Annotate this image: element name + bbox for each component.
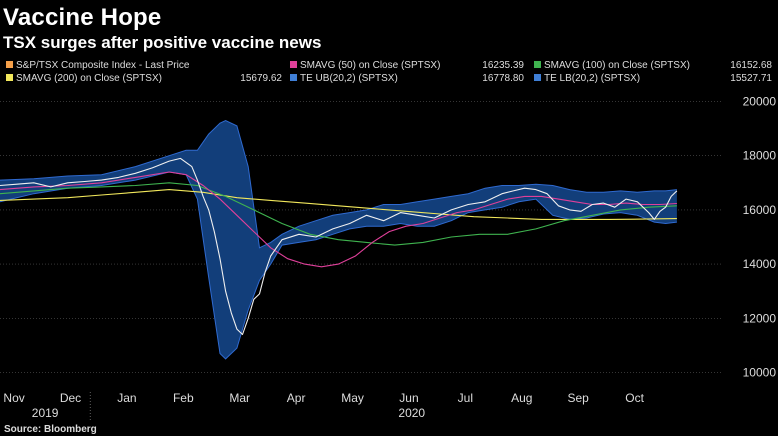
legend-value-lb: 15527.71 — [730, 73, 772, 84]
x-tick-label-nov: Nov — [3, 391, 24, 405]
legend-label-ub: TE UB(20,2) (SPTSX) — [300, 73, 398, 84]
y-tick-label: 16000 — [743, 203, 777, 217]
source-note: Source: Bloomberg — [4, 424, 97, 435]
x-tick-label-sep: Sep — [567, 391, 589, 405]
x-tick-label-apr: Apr — [287, 391, 306, 405]
legend-label-sma50: SMAVG (50) on Close (SPTSX) — [300, 60, 441, 71]
legend-value-sma50: 16235.39 — [482, 60, 524, 71]
y-tick-label: 10000 — [743, 365, 777, 379]
legend-label-price: S&P/TSX Composite Index - Last Price — [16, 60, 190, 71]
x-tick-label-jul: Jul — [458, 391, 473, 405]
x-tick-label-oct: Oct — [625, 391, 644, 405]
x-tick-label-mar: Mar — [229, 391, 250, 405]
legend-entry-price: S&P/TSX Composite Index - Last Price — [6, 60, 189, 71]
year-label-2020: 2020 — [398, 406, 425, 420]
legend-label-lb: TE LB(20,2) (SPTSX) — [544, 73, 641, 84]
y-tick-label: 18000 — [743, 149, 777, 163]
legend-value-ub: 16778.80 — [482, 73, 524, 84]
legend-entry-sma200: SMAVG (200) on Close (SPTSX) — [6, 73, 162, 84]
lower-band-line — [0, 171, 677, 360]
sma50-line — [0, 171, 677, 268]
legend-value-sma200: 15679.62 — [240, 73, 282, 84]
x-tick-label-jan: Jan — [117, 391, 136, 405]
sma200-line — [0, 189, 677, 220]
legend-swatch-lb — [534, 74, 541, 81]
chart-title: Vaccine Hope — [3, 4, 162, 31]
x-tick-label-feb: Feb — [173, 391, 194, 405]
legend-entry-sma50: SMAVG (50) on Close (SPTSX) — [290, 60, 440, 71]
legend-label-sma200: SMAVG (200) on Close (SPTSX) — [16, 73, 162, 84]
price-line — [0, 157, 678, 336]
y-tick-label: 14000 — [743, 257, 777, 271]
legend-entry-sma100: SMAVG (100) on Close (SPTSX) — [534, 60, 690, 71]
sma100-line — [0, 182, 677, 246]
x-tick-label-jun: Jun — [399, 391, 418, 405]
legend-label-sma100: SMAVG (100) on Close (SPTSX) — [544, 60, 690, 71]
x-tick-label-aug: Aug — [511, 391, 532, 405]
x-tick-label-dec: Dec — [60, 391, 81, 405]
legend-swatch-sma100 — [534, 61, 541, 68]
legend-value-sma100: 16152.68 — [730, 60, 772, 71]
year-label-2019: 2019 — [32, 406, 59, 420]
legend: S&P/TSX Composite Index - Last Price SMA… — [6, 60, 772, 86]
legend-entry-lb: TE LB(20,2) (SPTSX) — [534, 73, 640, 84]
x-tick-label-may: May — [341, 391, 364, 405]
legend-swatch-ub — [290, 74, 297, 81]
chart-subtitle: TSX surges after positive vaccine news — [3, 33, 322, 52]
legend-swatch-sma200 — [6, 74, 13, 81]
y-tick-label: 12000 — [743, 311, 777, 325]
legend-swatch-sma50 — [290, 61, 297, 68]
upper-band-line — [0, 119, 677, 249]
legend-entry-ub: TE UB(20,2) (SPTSX) — [290, 73, 398, 84]
y-tick-label: 20000 — [743, 95, 777, 109]
legend-swatch-price — [6, 61, 13, 68]
